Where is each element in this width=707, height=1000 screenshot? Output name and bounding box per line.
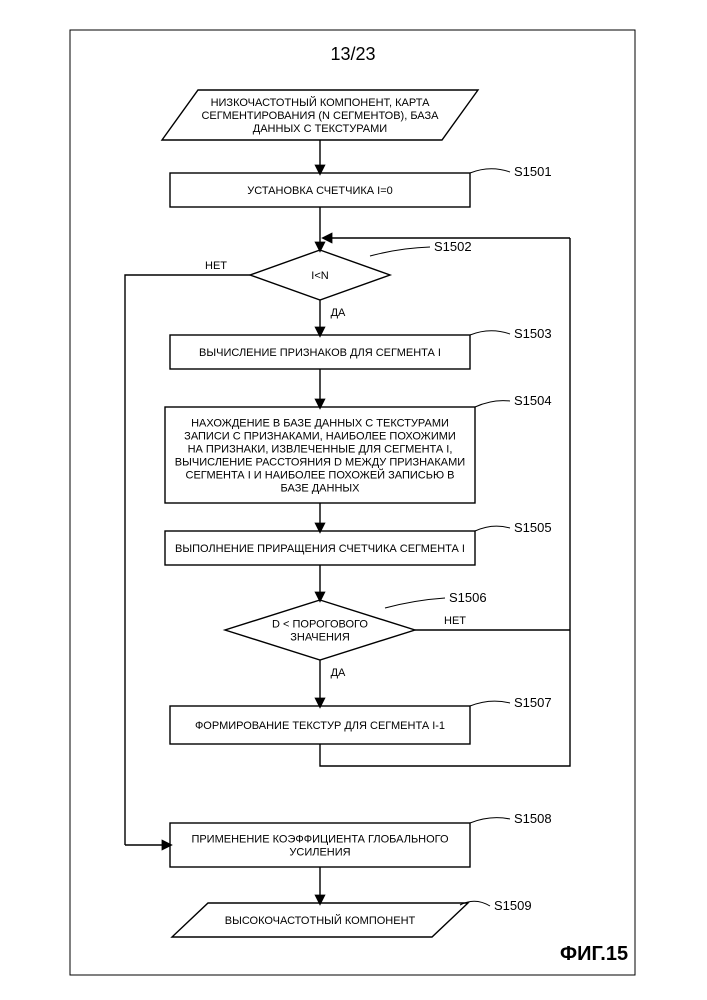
svg-text:НИЗКОЧАСТОТНЫЙ КОМПОНЕНТ, КАРТ: НИЗКОЧАСТОТНЫЙ КОМПОНЕНТ, КАРТА <box>211 96 430 109</box>
svg-text:S1509: S1509 <box>494 898 532 913</box>
svg-text:СЕГМЕНТА I И НАИБОЛЕЕ ПОХОЖЕЙ: СЕГМЕНТА I И НАИБОЛЕЕ ПОХОЖЕЙ ЗАПИСЬЮ В <box>186 469 455 482</box>
svg-text:БАЗЕ ДАННЫХ: БАЗЕ ДАННЫХ <box>281 483 361 495</box>
svg-text:ФОРМИРОВАНИЕ ТЕКСТУР ДЛЯ СЕГМЕ: ФОРМИРОВАНИЕ ТЕКСТУР ДЛЯ СЕГМЕНТА I-1 <box>195 720 445 732</box>
svg-text:ДА: ДА <box>331 307 346 319</box>
svg-text:S1504: S1504 <box>514 393 552 408</box>
svg-text:УСИЛЕНИЯ: УСИЛЕНИЯ <box>289 847 350 859</box>
svg-text:ВЫЧИСЛЕНИЕ ПРИЗНАКОВ ДЛЯ СЕГМЕ: ВЫЧИСЛЕНИЕ ПРИЗНАКОВ ДЛЯ СЕГМЕНТА I <box>199 347 441 359</box>
svg-text:S1506: S1506 <box>449 590 487 605</box>
svg-text:НЕТ: НЕТ <box>205 260 227 272</box>
svg-text:ВЫПОЛНЕНИЕ ПРИРАЩЕНИЯ СЧЕТЧИКА: ВЫПОЛНЕНИЕ ПРИРАЩЕНИЯ СЧЕТЧИКА СЕГМЕНТА … <box>175 543 465 555</box>
figure-label: ФИГ.15 <box>560 943 628 965</box>
svg-text:ЗНАЧЕНИЯ: ЗНАЧЕНИЯ <box>290 632 350 644</box>
svg-text:СЕГМЕНТИРОВАНИЯ (N СЕГМЕНТОВ),: СЕГМЕНТИРОВАНИЯ (N СЕГМЕНТОВ), БАЗА <box>201 110 439 122</box>
svg-text:S1508: S1508 <box>514 811 552 826</box>
svg-text:S1503: S1503 <box>514 326 552 341</box>
svg-text:ДАННЫХ С ТЕКСТУРАМИ: ДАННЫХ С ТЕКСТУРАМИ <box>253 123 387 135</box>
svg-text:УСТАНОВКА СЧЕТЧИКА I=0: УСТАНОВКА СЧЕТЧИКА I=0 <box>247 185 393 197</box>
svg-text:S1507: S1507 <box>514 695 552 710</box>
svg-text:D < ПОРОГОВОГО: D < ПОРОГОВОГО <box>272 619 368 631</box>
svg-text:НЕТ: НЕТ <box>444 615 466 627</box>
page-number: 13/23 <box>330 44 375 64</box>
svg-text:I<N: I<N <box>311 270 328 282</box>
svg-text:ДА: ДА <box>331 667 346 679</box>
flowchart: 13/23 ФИГ.15 НИЗКОЧАСТОТНЫЙ КОМПОНЕНТ, К… <box>0 0 707 1000</box>
svg-text:S1505: S1505 <box>514 520 552 535</box>
svg-text:ВЫСОКОЧАСТОТНЫЙ КОМПОНЕНТ: ВЫСОКОЧАСТОТНЫЙ КОМПОНЕНТ <box>225 914 416 927</box>
svg-text:ВЫЧИСЛЕНИЕ РАССТОЯНИЯ D МЕЖДУ: ВЫЧИСЛЕНИЕ РАССТОЯНИЯ D МЕЖДУ ПРИЗНАКАМИ <box>175 457 465 469</box>
svg-text:НА ПРИЗНАКИ, ИЗВЛЕЧЕННЫЕ ДЛЯ С: НА ПРИЗНАКИ, ИЗВЛЕЧЕННЫЕ ДЛЯ СЕГМЕНТА I, <box>188 444 453 456</box>
svg-text:S1501: S1501 <box>514 164 552 179</box>
svg-text:НАХОЖДЕНИЕ В БАЗЕ ДАННЫХ С ТЕК: НАХОЖДЕНИЕ В БАЗЕ ДАННЫХ С ТЕКСТУРАМИ <box>191 418 449 430</box>
svg-text:ПРИМЕНЕНИЕ КОЭФФИЦИЕНТА ГЛОБАЛ: ПРИМЕНЕНИЕ КОЭФФИЦИЕНТА ГЛОБАЛЬНОГО <box>191 834 449 846</box>
svg-text:ЗАПИСИ С ПРИЗНАКАМИ, НАИБОЛЕЕ: ЗАПИСИ С ПРИЗНАКАМИ, НАИБОЛЕЕ ПОХОЖИМИ <box>184 431 456 443</box>
svg-text:S1502: S1502 <box>434 239 472 254</box>
